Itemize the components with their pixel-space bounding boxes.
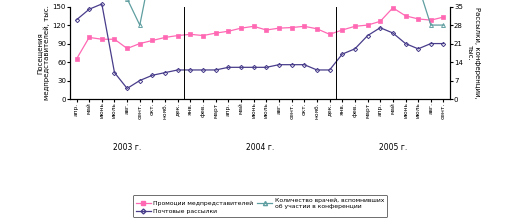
Text: 2003 г.: 2003 г.: [113, 143, 141, 152]
Text: 2004 г.: 2004 г.: [246, 143, 274, 152]
Legend: Промоции медпредставителей, Почтовые рассылки, Количество врачей, вспомнивших
об: Промоции медпредставителей, Почтовые рас…: [133, 195, 387, 217]
Y-axis label: Посещения
медпредставителей, тыс.: Посещения медпредставителей, тыс.: [36, 5, 50, 100]
Text: 2005 г.: 2005 г.: [379, 143, 407, 152]
Y-axis label: Рассылки, конференции,
тыс.: Рассылки, конференции, тыс.: [467, 7, 480, 99]
